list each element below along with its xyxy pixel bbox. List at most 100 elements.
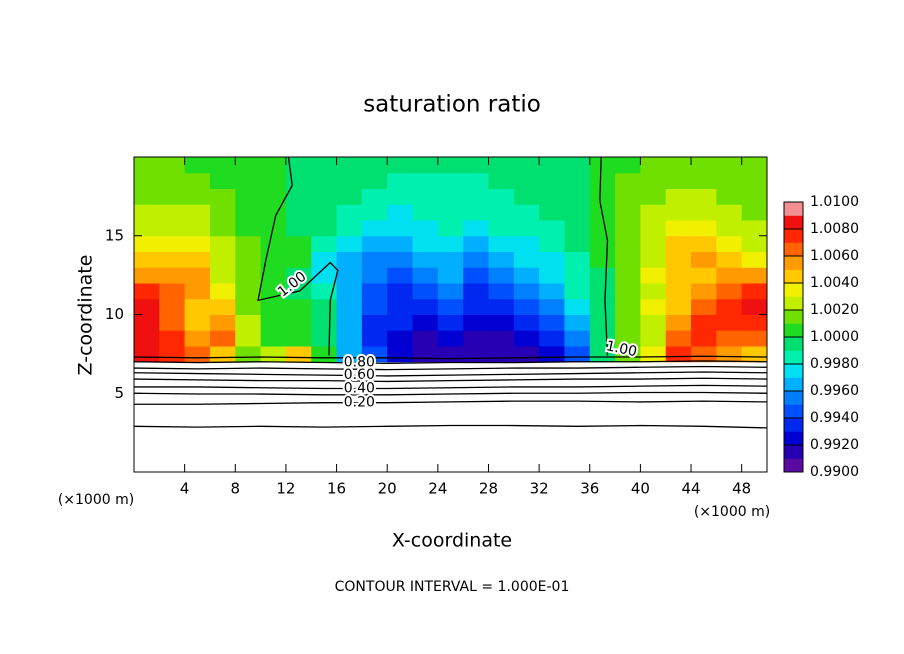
heat-cell — [311, 188, 338, 205]
colorbar-band — [784, 215, 803, 230]
x-tick-label: 20 — [378, 480, 397, 498]
heat-cell — [513, 267, 540, 284]
heat-cell — [488, 235, 515, 252]
heat-cell — [463, 283, 489, 300]
heat-cell — [387, 346, 414, 363]
contour-line — [133, 391, 768, 396]
x-tick-label: 32 — [530, 480, 549, 498]
heat-cell — [285, 330, 312, 347]
contour-line — [257, 156, 339, 356]
colorbar-band — [784, 323, 803, 338]
heat-cell — [361, 298, 388, 315]
heat-cell — [387, 235, 414, 252]
heat-cell — [285, 204, 312, 221]
heat-cell — [209, 251, 236, 268]
heat-cell — [665, 188, 692, 205]
heat-cell — [260, 298, 287, 315]
x-axis-label: X-coordinate — [392, 530, 512, 552]
heat-cell — [184, 204, 211, 221]
colorbar-tick-label: 0.9960 — [810, 383, 859, 399]
heat-cell — [184, 346, 211, 363]
colorbar-band — [784, 269, 803, 284]
heat-cell — [159, 330, 186, 347]
heat-cell — [488, 251, 515, 268]
heat-cell — [615, 314, 641, 331]
colorbar-tick-label: 1.0080 — [810, 221, 859, 237]
heat-cell — [691, 330, 717, 347]
contour-line — [134, 384, 768, 390]
heat-cell — [134, 298, 160, 315]
heat-cell — [336, 330, 363, 347]
contour-label: 0.80 — [344, 355, 375, 371]
heat-cell — [741, 283, 768, 300]
heat-cell — [412, 346, 439, 363]
contour-label: 0.20 — [344, 395, 375, 411]
heat-cell — [741, 188, 768, 205]
colorbar-tick-label: 0.9980 — [810, 356, 859, 372]
heat-cell — [159, 172, 186, 189]
heat-cell — [235, 330, 262, 347]
heat-cell — [235, 283, 262, 300]
heat-cell — [513, 204, 540, 221]
heat-cell — [134, 251, 160, 268]
heat-cell — [640, 235, 667, 252]
heat-cell — [235, 157, 262, 174]
heat-cell — [412, 204, 439, 221]
heat-cell — [741, 157, 768, 174]
heat-cell — [564, 172, 591, 189]
heat-cell — [285, 235, 312, 252]
heat-cell — [361, 283, 388, 300]
heat-cell — [134, 314, 160, 331]
heat-cell — [716, 157, 743, 174]
heat-cell — [564, 330, 591, 347]
heat-cell — [615, 298, 641, 315]
chart-title: saturation ratio — [363, 92, 541, 118]
heat-cell — [184, 188, 211, 205]
heat-cell — [640, 283, 667, 300]
heat-cell — [640, 298, 667, 315]
heat-cell — [463, 314, 489, 331]
y-tick-label: 5 — [114, 384, 124, 402]
heat-cell — [437, 283, 464, 300]
heat-cell — [387, 220, 414, 237]
heat-cell — [716, 204, 743, 221]
heat-cell — [640, 346, 667, 363]
heat-cell — [336, 267, 363, 284]
heat-cell — [159, 267, 186, 284]
contour-line — [133, 371, 768, 377]
heat-cell — [716, 346, 743, 363]
heat-cell — [235, 346, 262, 363]
heat-cell — [285, 157, 312, 174]
heat-cell — [589, 235, 616, 252]
colorbar-band — [784, 296, 803, 311]
heat-cell — [589, 314, 616, 331]
heat-cell — [437, 314, 464, 331]
heat-cell — [412, 314, 439, 331]
heat-cell — [336, 283, 363, 300]
heat-cell — [513, 298, 540, 315]
heat-cell — [260, 204, 287, 221]
heat-cell — [209, 267, 236, 284]
heat-cell — [437, 188, 464, 205]
heat-cell — [564, 314, 591, 331]
contour-line — [133, 377, 768, 383]
heat-cell — [539, 157, 565, 174]
heat-cell — [285, 314, 312, 331]
heat-cell — [488, 157, 515, 174]
heat-cell — [311, 172, 338, 189]
heat-cell — [260, 346, 287, 363]
heat-cell — [437, 235, 464, 252]
y-unit-label: (×1000 m) — [58, 492, 134, 508]
heat-cell — [437, 267, 464, 284]
heat-cell — [615, 204, 641, 221]
heat-cell — [412, 235, 439, 252]
heat-cell — [184, 157, 211, 174]
heat-cell — [589, 346, 616, 363]
heat-cell — [513, 251, 540, 268]
heat-cell — [463, 298, 489, 315]
heat-cell — [184, 330, 211, 347]
heat-cell — [488, 220, 515, 237]
heat-cell — [691, 251, 717, 268]
colorbar-tick-label: 1.0000 — [810, 329, 859, 345]
heat-cell — [539, 267, 565, 284]
